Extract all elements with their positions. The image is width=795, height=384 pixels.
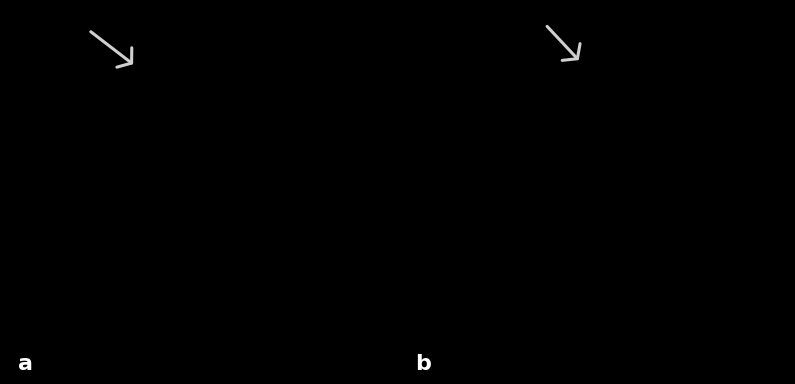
Text: a: a — [18, 354, 33, 374]
Text: b: b — [415, 354, 431, 374]
